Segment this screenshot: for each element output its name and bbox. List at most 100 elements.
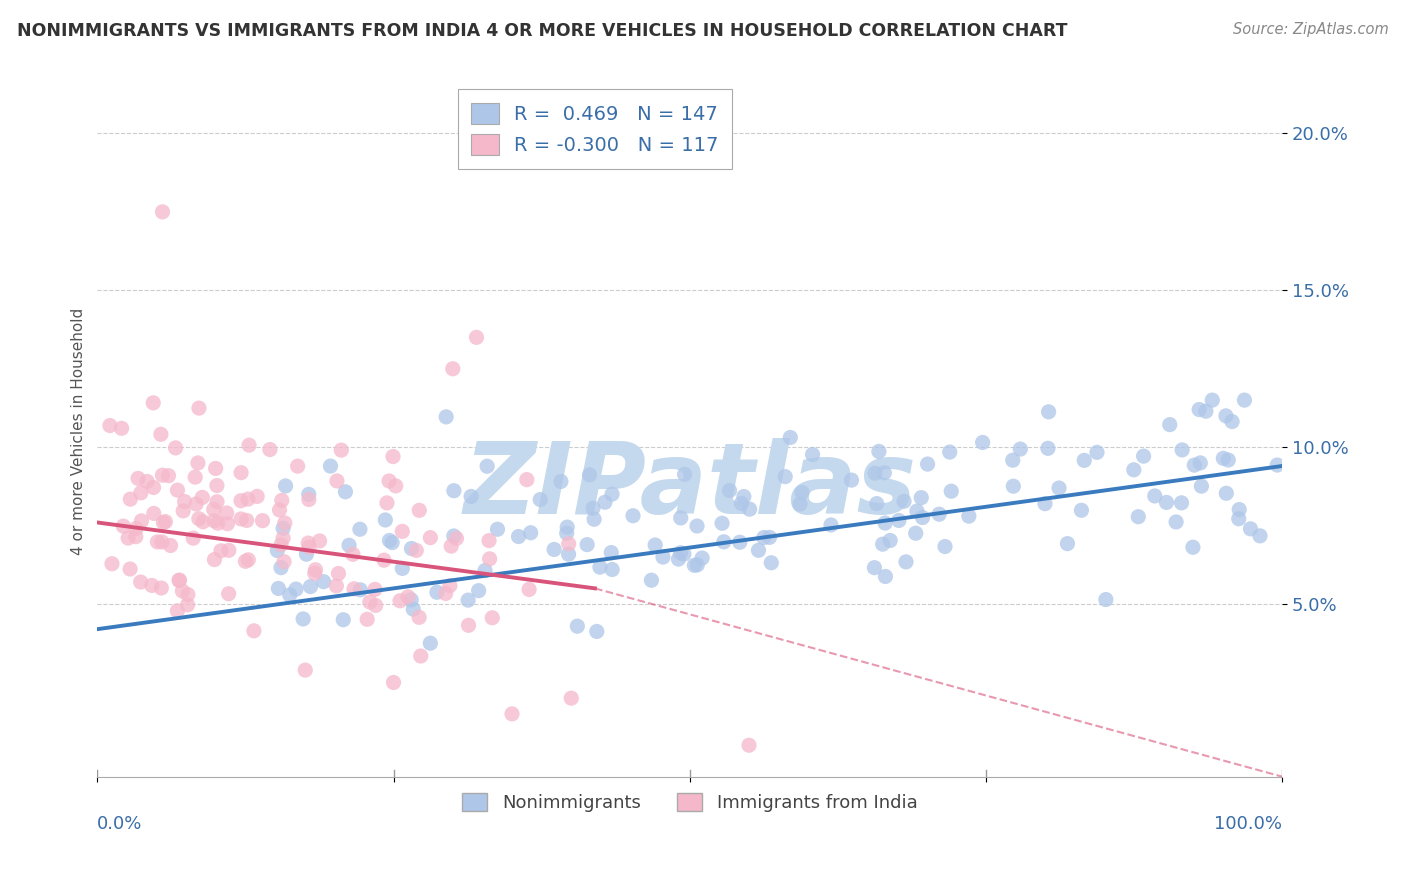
Point <box>166 483 188 498</box>
Point <box>1189 456 1212 470</box>
Point <box>294 663 316 677</box>
Point <box>328 566 350 581</box>
Point <box>644 538 666 552</box>
Point <box>868 444 890 458</box>
Point <box>773 469 796 483</box>
Point <box>205 494 228 508</box>
Point <box>98 418 121 433</box>
Point <box>1156 495 1178 509</box>
Point <box>319 459 342 474</box>
Point <box>125 530 148 544</box>
Point <box>150 535 173 549</box>
Point <box>543 542 565 557</box>
Point <box>475 459 498 474</box>
Point <box>246 489 269 503</box>
Point <box>583 512 606 526</box>
Point <box>172 584 194 599</box>
Point <box>267 582 290 596</box>
Point <box>917 457 939 471</box>
Point <box>686 519 709 533</box>
Point <box>567 619 589 633</box>
Point <box>443 483 465 498</box>
Point <box>1038 405 1060 419</box>
Point <box>173 494 195 508</box>
Point <box>204 552 226 566</box>
Point <box>621 508 644 523</box>
Point <box>110 421 132 435</box>
Point <box>557 547 579 561</box>
Point <box>1215 486 1237 500</box>
Point <box>1218 453 1240 467</box>
Point <box>1212 451 1234 466</box>
Point <box>270 538 292 552</box>
Point <box>1189 479 1212 493</box>
Point <box>235 554 257 568</box>
Point <box>419 636 441 650</box>
Point <box>1227 512 1250 526</box>
Point <box>205 478 228 492</box>
Point <box>1249 529 1271 543</box>
Point <box>1033 497 1056 511</box>
Point <box>408 610 430 624</box>
Point <box>129 485 152 500</box>
Point <box>820 518 842 533</box>
Point <box>1201 393 1223 408</box>
Point <box>582 501 605 516</box>
Point <box>801 448 824 462</box>
Point <box>229 512 252 526</box>
Point <box>285 582 308 596</box>
Point <box>460 490 482 504</box>
Point <box>172 504 194 518</box>
Point <box>1164 515 1187 529</box>
Legend: Nonimmigrants, Immigrants from India: Nonimmigrants, Immigrants from India <box>456 786 925 820</box>
Point <box>186 497 208 511</box>
Point <box>165 441 187 455</box>
Point <box>1002 479 1025 493</box>
Point <box>271 531 294 545</box>
Point <box>326 474 349 488</box>
Point <box>167 574 190 588</box>
Point <box>1070 503 1092 517</box>
Point <box>879 533 901 548</box>
Point <box>1181 541 1204 555</box>
Point <box>278 588 301 602</box>
Point <box>465 330 488 344</box>
Point <box>972 435 994 450</box>
Point <box>238 553 260 567</box>
Point <box>875 516 897 530</box>
Point <box>457 618 479 632</box>
Point <box>146 534 169 549</box>
Point <box>652 550 675 565</box>
Point <box>120 562 142 576</box>
Point <box>669 546 692 560</box>
Point <box>364 599 387 613</box>
Text: Source: ZipAtlas.com: Source: ZipAtlas.com <box>1233 22 1389 37</box>
Point <box>117 531 139 545</box>
Point <box>1195 404 1218 418</box>
Point <box>443 529 465 543</box>
Point <box>1056 536 1078 550</box>
Point <box>149 427 172 442</box>
Point <box>188 401 211 416</box>
Point <box>1239 522 1261 536</box>
Point <box>1085 445 1108 459</box>
Point <box>911 510 934 524</box>
Point <box>298 492 321 507</box>
Point <box>1132 449 1154 463</box>
Point <box>359 595 381 609</box>
Point <box>593 495 616 509</box>
Point <box>560 691 582 706</box>
Point <box>238 438 260 452</box>
Point <box>1128 509 1150 524</box>
Point <box>299 580 322 594</box>
Point <box>405 543 427 558</box>
Point <box>713 534 735 549</box>
Point <box>176 598 198 612</box>
Point <box>866 497 889 511</box>
Point <box>382 450 405 464</box>
Point <box>166 604 188 618</box>
Point <box>555 526 578 541</box>
Point <box>181 531 204 545</box>
Point <box>252 514 274 528</box>
Point <box>1233 393 1256 408</box>
